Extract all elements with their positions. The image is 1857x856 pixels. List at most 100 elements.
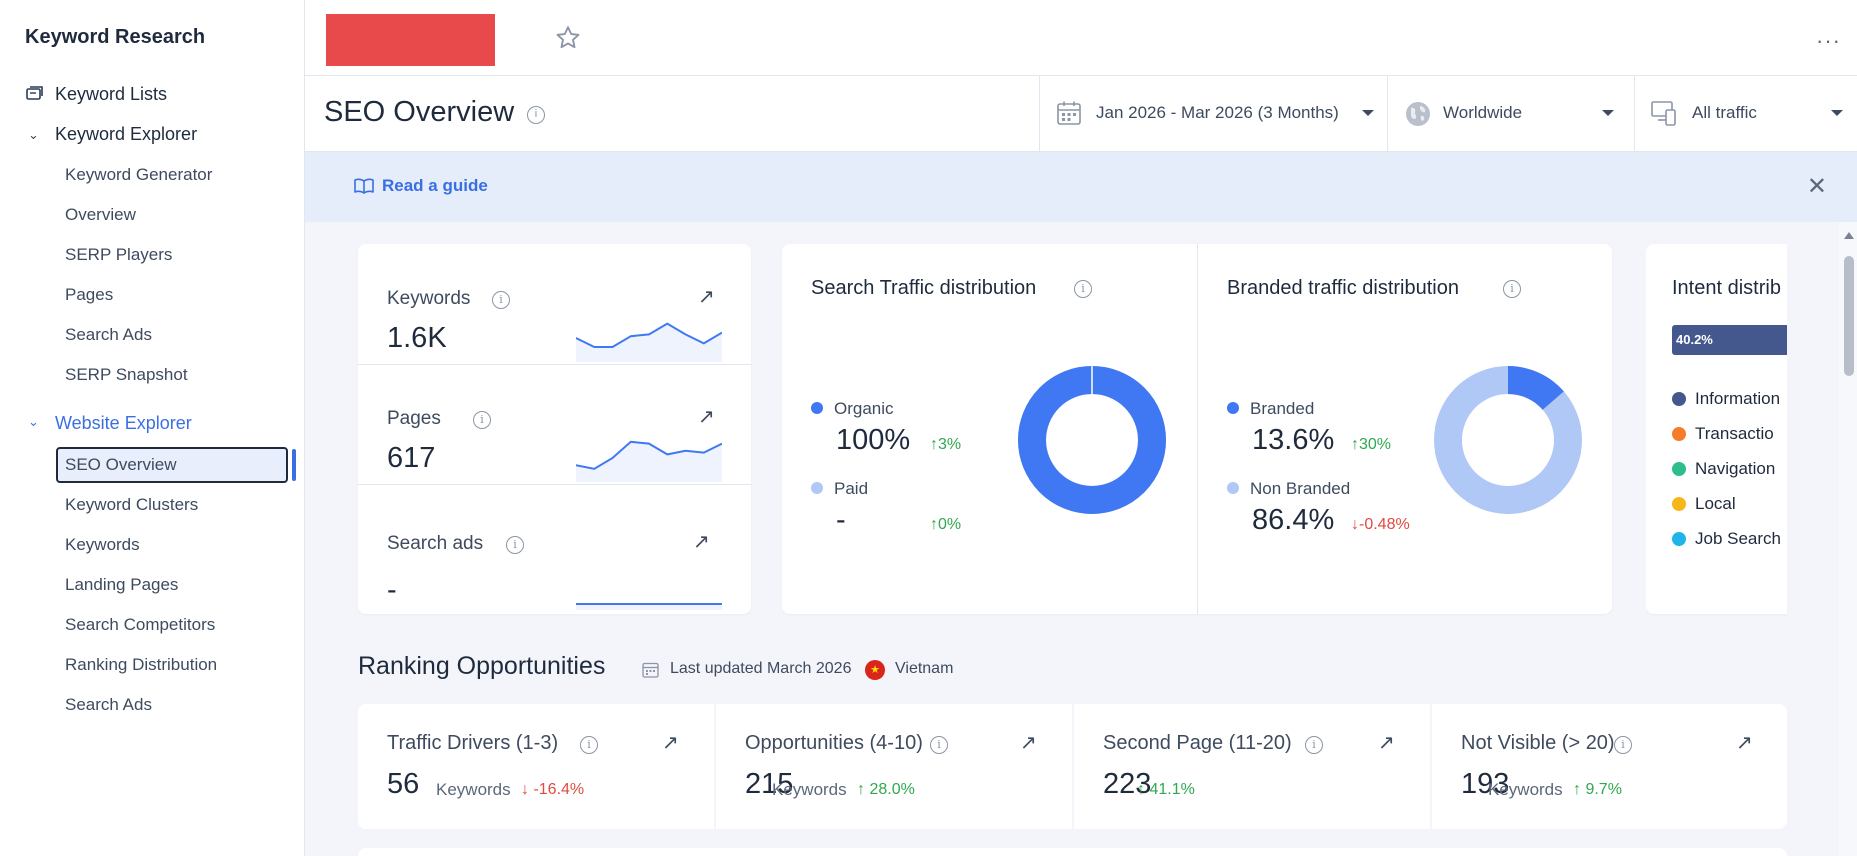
non-branded-change: ↓-0.48%: [1351, 516, 1410, 533]
scrollbar-thumb[interactable]: [1844, 256, 1854, 376]
pages-sparkline: [576, 440, 722, 482]
sidebar-item-keyword-explorer[interactable]: Keyword Explorer: [55, 124, 198, 144]
open-arrow-icon[interactable]: ↗: [698, 406, 715, 428]
opportunity-card-opportunities[interactable]: Opportunities (4-10) i ↗ 215 Keywords ↑ …: [716, 704, 1072, 829]
open-arrow-icon[interactable]: ↗: [662, 732, 679, 754]
scroll-up-arrow-icon[interactable]: [1844, 232, 1854, 239]
branded-traffic-title: Branded traffic distribution: [1227, 277, 1459, 299]
sidebar-item-ranking-distribution[interactable]: Ranking Distribution: [65, 655, 218, 674]
sidebar-item-search-ads[interactable]: Search Ads: [65, 325, 152, 344]
sidebar-item-keyword-generator[interactable]: Keyword Generator: [65, 165, 213, 184]
open-arrow-icon[interactable]: ↗: [1736, 732, 1753, 754]
sidebar-item-website-explorer[interactable]: Website Explorer: [55, 413, 192, 433]
ranking-country: Vietnam: [895, 660, 954, 677]
transactional-dot: [1672, 427, 1686, 441]
open-arrow-icon[interactable]: ↗: [1378, 732, 1395, 754]
open-arrow-icon[interactable]: ↗: [693, 531, 710, 553]
sidebar-item-keywords[interactable]: Keywords: [65, 535, 140, 554]
chevron-down-icon[interactable]: ⌄: [28, 127, 39, 142]
search-traffic-donut[interactable]: [1016, 364, 1168, 516]
redacted-site-name: [326, 14, 495, 66]
metric-label: Pages: [387, 408, 441, 429]
metrics-card: Keywords i ↗ 1.6K Pages i ↗ 617 Search a…: [358, 244, 751, 614]
metric-value: 617: [387, 442, 436, 474]
page-title: SEO Overview: [324, 96, 515, 128]
close-icon[interactable]: ✕: [1806, 173, 1827, 200]
sidebar-item-landing-pages[interactable]: Landing Pages: [65, 575, 179, 594]
divider: [358, 364, 751, 365]
intent-item-navigational: Navigation: [1695, 459, 1776, 478]
info-icon[interactable]: i: [527, 106, 545, 124]
info-icon[interactable]: i: [1305, 736, 1323, 754]
sidebar-item-search-competitors[interactable]: Search Competitors: [65, 615, 216, 634]
info-icon[interactable]: i: [1503, 280, 1521, 298]
sidebar-item-search-ads-website[interactable]: Search Ads: [65, 695, 152, 714]
info-icon[interactable]: i: [580, 736, 598, 754]
organic-dot: [811, 402, 823, 414]
traffic-filter[interactable]: All traffic: [1634, 76, 1857, 152]
job-search-dot: [1672, 532, 1686, 546]
opportunity-change: ↑ 28.0%: [857, 781, 915, 798]
star-icon[interactable]: [554, 24, 582, 52]
intent-item-informational: Information: [1695, 389, 1781, 408]
chevron-down-icon[interactable]: ⌄: [28, 414, 39, 429]
opportunity-label: Opportunities (4-10): [745, 732, 923, 754]
opportunity-card-second-page[interactable]: Second Page (11-20) i ↗ 223 ↑ 41.1%: [1074, 704, 1430, 829]
globe-icon: [1406, 102, 1430, 126]
sidebar-selected-highlight: [56, 447, 288, 483]
paid-value: -: [836, 504, 846, 536]
opportunity-value: 193: [1461, 768, 1510, 800]
sidebar-item-serp-players[interactable]: SERP Players: [65, 245, 173, 264]
info-icon[interactable]: i: [1074, 280, 1092, 298]
sidebar-title: Keyword Research: [25, 26, 206, 48]
chevron-down-icon: [1602, 110, 1614, 116]
more-options-icon[interactable]: ···: [1816, 28, 1841, 53]
branded-value: 13.6%: [1252, 424, 1335, 456]
opportunity-label: Traffic Drivers (1-3): [387, 732, 559, 754]
intent-item-local: Local: [1695, 494, 1736, 513]
info-icon[interactable]: i: [506, 536, 524, 554]
open-arrow-icon[interactable]: ↗: [1020, 732, 1037, 754]
intent-card-clip: [1646, 222, 1787, 856]
non-branded-label: Non Branded: [1250, 479, 1351, 498]
info-icon[interactable]: i: [473, 411, 491, 429]
intent-card: [1646, 244, 1787, 614]
organic-label: Organic: [834, 399, 894, 418]
intent-bar-informational[interactable]: 40.2%: [1672, 325, 1787, 355]
page-header: SEO Overview i Jan 2026 - Mar 2026 (3 Mo…: [305, 76, 1857, 152]
search-traffic-title: Search Traffic distribution: [811, 277, 1037, 299]
sidebar-item-overview[interactable]: Overview: [65, 205, 136, 224]
info-icon[interactable]: i: [492, 291, 510, 309]
divider: [1197, 244, 1198, 614]
info-icon[interactable]: i: [1614, 736, 1632, 754]
opportunity-card-not-visible[interactable]: Not Visible (> 20) i ↗ 193 Keywords ↑ 9.…: [1432, 704, 1787, 829]
calendar-icon: [642, 662, 659, 678]
navigational-dot: [1672, 462, 1686, 476]
opportunity-value: 56: [387, 768, 420, 800]
date-range-value: Jan 2026 - Mar 2026 (3 Months): [1096, 103, 1339, 122]
open-arrow-icon[interactable]: ↗: [698, 286, 715, 308]
devices-icon: [1651, 101, 1676, 126]
opportunity-value: 215: [745, 768, 794, 800]
sidebar-item-seo-overview[interactable]: SEO Overview: [65, 455, 177, 474]
opportunity-label: Not Visible (> 20): [1461, 732, 1615, 754]
non-branded-value: 86.4%: [1252, 504, 1335, 536]
paid-label: Paid: [834, 479, 869, 498]
opportunity-card-traffic-drivers[interactable]: Traffic Drivers (1-3) i ↗ 56 Keywords ↓ …: [358, 704, 714, 829]
sidebar-item-keyword-lists[interactable]: Keyword Lists: [55, 84, 168, 104]
intent-item-job-search: Job Search: [1695, 529, 1781, 548]
branded-traffic-donut[interactable]: [1432, 364, 1584, 516]
chevron-down-icon: [1362, 110, 1374, 116]
opportunity-unit: Keywords: [1488, 780, 1563, 799]
scrollbar[interactable]: [1839, 222, 1857, 856]
sidebar-item-serp-snapshot[interactable]: SERP Snapshot: [65, 365, 188, 384]
read-guide-link[interactable]: Read a guide: [382, 176, 488, 195]
date-range-filter[interactable]: Jan 2026 - Mar 2026 (3 Months): [1039, 76, 1387, 152]
opportunity-value: 223: [1103, 768, 1152, 800]
sidebar-item-pages[interactable]: Pages: [65, 285, 114, 304]
top-bar: ···: [305, 0, 1857, 76]
info-icon[interactable]: i: [930, 736, 948, 754]
chevron-down-icon: [1831, 110, 1843, 116]
location-filter[interactable]: Worldwide: [1387, 76, 1634, 152]
sidebar-item-keyword-clusters[interactable]: Keyword Clusters: [65, 495, 199, 514]
